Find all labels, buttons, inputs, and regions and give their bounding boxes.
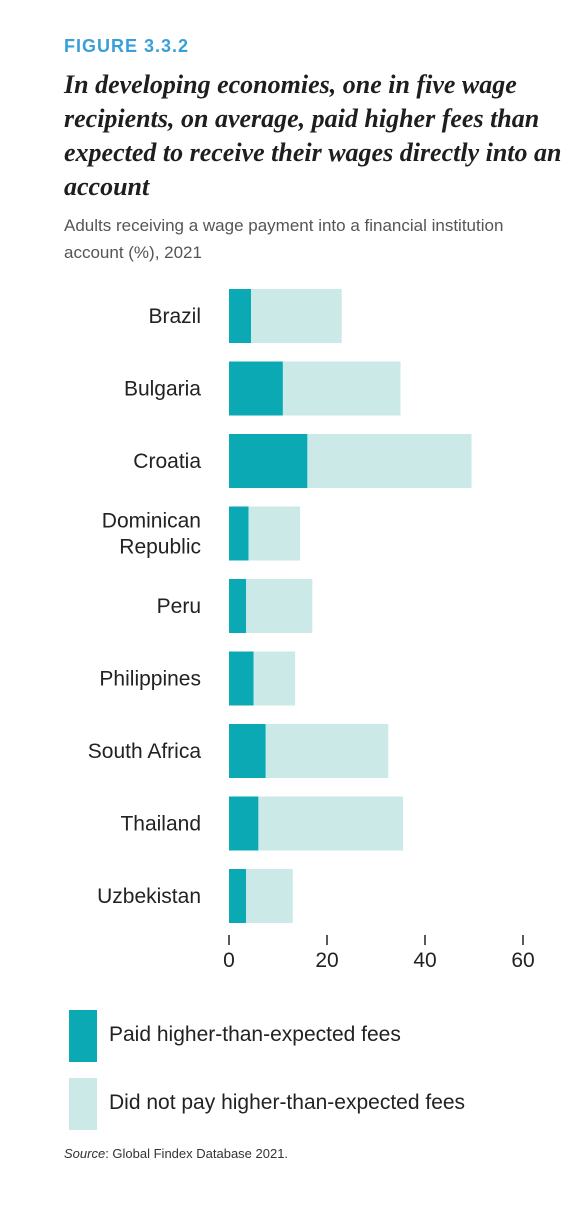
legend-swatch-paid (69, 1010, 97, 1062)
category-label-bulgaria: Bulgaria (124, 378, 201, 401)
figure-label: FIGURE 3.3.2 (64, 36, 190, 56)
bar-paid-philippines (229, 651, 254, 706)
chart-title: In developing economies, one in five wag… (64, 70, 562, 201)
category-label-thailand: Thailand (120, 813, 201, 836)
bar-paid-peru (229, 579, 247, 633)
bar-not-paid-south-africa (265, 724, 389, 778)
legend-label-not-paid: Did not pay higher-than-expected fees (109, 1091, 466, 1114)
bar-paid-south-africa (229, 724, 266, 778)
x-tick-label-20: 20 (315, 949, 338, 972)
chart-subtitle: Adults receiving a wage payment into a f… (64, 216, 504, 262)
bar-not-paid-thailand (258, 796, 403, 851)
category-label-peru: Peru (157, 595, 201, 618)
category-label-dominican-republic: Dominican Republic (102, 510, 201, 559)
x-tick-label-0: 0 (223, 949, 235, 972)
bar-not-paid-uzbekistan (246, 869, 293, 923)
category-label-uzbekistan: Uzbekistan (97, 885, 201, 908)
bar-paid-brazil (229, 289, 252, 343)
x-tick-label-40: 40 (413, 949, 436, 972)
source-note: Source: Global Findex Database 2021. (64, 1146, 288, 1161)
source-text: : Global Findex Database 2021. (105, 1146, 289, 1161)
bar-not-paid-dominican-republic (248, 506, 301, 561)
legend-swatch-not-paid (69, 1078, 97, 1130)
category-label-brazil: Brazil (148, 305, 201, 328)
category-label-south-africa: South Africa (88, 740, 202, 763)
bar-not-paid-peru (246, 579, 313, 633)
bar-paid-uzbekistan (229, 869, 247, 923)
bar-not-paid-bulgaria (282, 361, 401, 416)
category-label-philippines: Philippines (99, 668, 201, 691)
bar-not-paid-brazil (251, 289, 342, 343)
bar-paid-croatia (229, 434, 308, 488)
x-tick-label-60: 60 (511, 949, 534, 972)
bar-chart: Brazil Bulgaria Croatia Dominican Republic Pe… (88, 289, 535, 972)
bar-paid-thailand (229, 796, 259, 851)
source-label: Source (64, 1146, 106, 1161)
category-label-croatia: Croatia (133, 450, 201, 473)
bar-paid-bulgaria (229, 361, 283, 416)
legend-label-paid: Paid higher-than-expected fees (109, 1023, 401, 1046)
bar-not-paid-philippines (253, 651, 296, 706)
bar-paid-dominican-republic (229, 506, 249, 561)
bar-not-paid-croatia (307, 434, 472, 488)
